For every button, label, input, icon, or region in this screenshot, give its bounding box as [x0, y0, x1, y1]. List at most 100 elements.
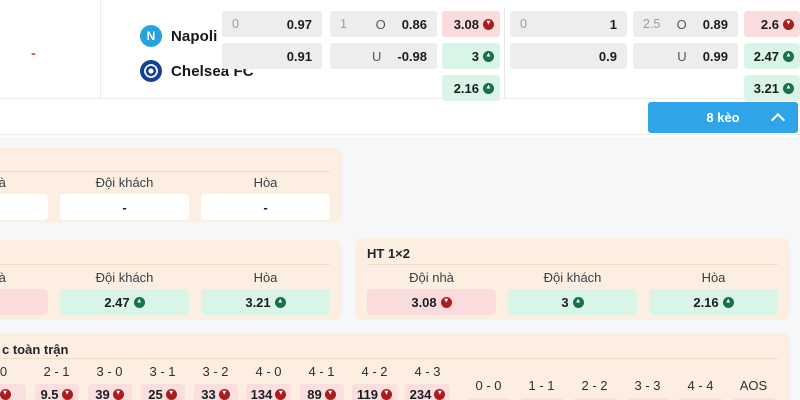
score-odds-cell[interactable]: [625, 398, 670, 400]
score-label: 3 - 0: [96, 364, 123, 379]
score-column: 3 - 2 33: [189, 365, 242, 400]
market-column: Đội khách 2.47: [60, 271, 189, 315]
one-x-two-odds-cell[interactable]: 2.6: [744, 11, 800, 37]
one-x-two-column: 2.6 2.47 3.21: [744, 11, 800, 101]
score-odds-cell[interactable]: 134: [245, 384, 292, 400]
odds-cell[interactable]: 3.21: [201, 289, 330, 315]
over-odds-cell[interactable]: 2.5 O 0.89: [633, 11, 738, 37]
one-x-two-odds-cell[interactable]: 2.47: [744, 43, 800, 69]
odds-panel: - N Napoli Chelsea FC 0 0.97 0.91 1 O 0.…: [0, 0, 800, 137]
score-odds-cell[interactable]: 9.5: [34, 384, 79, 400]
chevron-up-icon: [770, 112, 786, 128]
odds-value: 25: [148, 386, 163, 400]
column-header: Hòa: [253, 175, 278, 190]
score-odds-cell[interactable]: [466, 398, 511, 400]
score-column: AOS: [727, 379, 780, 400]
napoli-logo: N: [140, 25, 162, 47]
score-column: 4 - 3 234: [401, 365, 454, 400]
market-columns: Đội nhà 3.08 Đội khách 3 Hòa: [367, 271, 778, 315]
score-odds-cell[interactable]: 39: [87, 384, 132, 400]
score-odds-cell[interactable]: 33: [193, 384, 238, 400]
markets-count-button[interactable]: 8 kèo: [648, 102, 798, 133]
odds-value: 234: [409, 386, 432, 400]
score-label: 4 - 0: [255, 364, 282, 379]
napoli-logo-letter: N: [146, 29, 156, 43]
score-odds-cell[interactable]: [572, 398, 617, 400]
one-x-two-odds-cell[interactable]: 2.16: [442, 75, 500, 101]
odds-cell[interactable]: 2.16: [649, 289, 778, 315]
handicap-line: 0: [232, 17, 239, 31]
score-odds-cell[interactable]: 234: [404, 384, 451, 400]
odds-cell[interactable]: 3.08: [367, 289, 496, 315]
trend-down-icon: [483, 18, 494, 30]
market-column: Đội nhà -: [0, 176, 48, 220]
over-odds-cell[interactable]: 1 O 0.86: [330, 11, 437, 37]
odds-cell[interactable]: 2.47: [60, 289, 189, 315]
odds-cell[interactable]: -: [0, 194, 48, 220]
score-odds-cell[interactable]: [678, 398, 723, 400]
odds-cell[interactable]: -: [201, 194, 330, 220]
market-column: Đội nhà 3.08: [367, 271, 496, 315]
total-line: 1: [340, 17, 347, 31]
one-x-two-column: 3.08 3 2.16: [442, 11, 500, 101]
trend-up-icon: [783, 82, 794, 94]
column-header: Đội khách: [95, 270, 154, 285]
score-column: 0: [0, 365, 30, 400]
odds-value: 3.08: [453, 16, 479, 32]
score-column: 2 - 2: [568, 379, 621, 400]
win-scores-group: 0 2 - 1 9.5: [0, 365, 454, 400]
total-line: 2.5: [643, 17, 661, 31]
handicap-away-odds-cell[interactable]: 0.9: [510, 43, 627, 69]
market-columns: Đội nhà - Đội khách - Hòa -: [0, 176, 330, 220]
under-odds-cell[interactable]: U -0.98: [330, 43, 437, 69]
score-odds-cell[interactable]: [731, 398, 776, 400]
divider: [0, 171, 330, 172]
under-odds-cell[interactable]: U 0.99: [633, 43, 738, 69]
score-label: 3 - 2: [202, 364, 229, 379]
column-header: Đội khách: [95, 175, 154, 190]
column-header: Đội khách: [543, 270, 602, 285]
odds-value: 9.5: [40, 386, 59, 400]
chelsea-logo: [140, 60, 162, 82]
trend-up-icon: [483, 82, 494, 94]
odds-cell[interactable]: 3: [508, 289, 637, 315]
score-label: 3 - 3: [634, 378, 661, 393]
score-odds-cell[interactable]: [519, 398, 564, 400]
trend-down-icon: [112, 388, 124, 400]
trend-up-icon: [783, 50, 794, 62]
odds-value: 3.21: [245, 294, 271, 310]
one-x-two-odds-cell[interactable]: 3: [442, 43, 500, 69]
under-label: U: [677, 48, 687, 64]
market-column: Đội khách 3: [508, 271, 637, 315]
trend-up-icon: [133, 296, 145, 308]
odds-cell[interactable]: -: [60, 194, 189, 220]
trend-down-icon: [380, 388, 392, 400]
score-odds-cell[interactable]: 119: [352, 384, 397, 400]
score-odds-cell[interactable]: [0, 384, 26, 400]
team-row-home[interactable]: N Napoli: [140, 24, 217, 48]
over-label: O: [375, 16, 386, 32]
trend-up-icon: [274, 296, 286, 308]
handicap-home-odds-cell[interactable]: 0 0.97: [222, 11, 322, 37]
one-x-two-odds-cell[interactable]: 3.08: [442, 11, 500, 37]
draw-scores-group: 0 - 0 1 - 1 2 - 2: [462, 379, 780, 400]
odds-value: 2.16: [693, 294, 719, 310]
column-header: Đội nhà: [409, 270, 454, 285]
odds-value: 0.86: [401, 16, 427, 32]
score-odds-cell[interactable]: 89: [299, 384, 344, 400]
handicap-home-odds-cell[interactable]: 0 1: [510, 11, 627, 37]
divider: [0, 98, 800, 99]
odds-cell[interactable]: 2.6: [0, 289, 48, 315]
score-column: 1 - 1: [515, 379, 568, 400]
score-column: 0 - 0: [462, 379, 515, 400]
score-label: AOS: [739, 378, 768, 393]
handicap-away-odds-cell[interactable]: 0.91: [222, 43, 322, 69]
market-column: Hòa -: [201, 176, 330, 220]
score-row: 0 2 - 1 9.5: [0, 365, 780, 400]
one-x-two-odds-cell[interactable]: 3.21: [744, 75, 800, 101]
odds-value: 33: [201, 386, 216, 400]
trend-down-icon: [61, 388, 73, 400]
score-odds-cell[interactable]: 25: [140, 384, 185, 400]
odds-value: 0.91: [286, 48, 312, 64]
